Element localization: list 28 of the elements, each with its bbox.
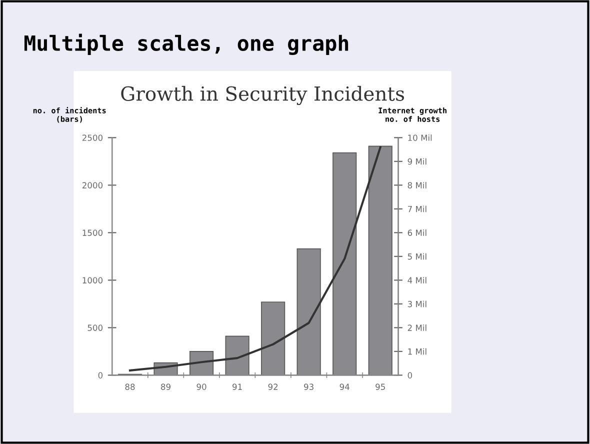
x-tick-label: 88 [125,384,135,390]
y2-tick-label: 4 Mil [408,277,426,284]
y2-tick-label: 8 Mil [408,182,426,188]
y2-tick-label: 10 Mil [408,134,432,141]
x-tick-label: 93 [304,384,314,390]
x-tick-label: 95 [376,384,385,390]
x-tick-label: 94 [340,384,350,390]
y2-tick-label: 5 Mil [408,253,426,260]
y-tick-label: 2500 [82,134,103,141]
x-tick-label: 91 [232,384,242,390]
y-tick-label: 1000 [82,277,103,284]
line-series [128,146,382,372]
x-tick-label: 92 [268,384,278,390]
y2-tick-label: 0 [408,372,412,378]
y2-tick-label: 3 Mil [408,300,426,308]
chart-subtitle: Growth in Security Incidents [121,86,404,106]
x-tick-label: 90 [196,384,206,390]
y-tick-label: 0 [98,372,103,378]
chart-title: Multiple scales, one graph [24,34,348,56]
y-tick-label: 2000 [82,182,103,188]
y2-tick-label: 1 Mil [408,348,426,355]
y2-tick-label: 2 Mil [408,324,426,331]
y2-tick-label: 7 Mil [408,206,426,212]
y-tick-label: 500 [88,324,103,331]
y2-tick-label: 6 Mil [408,229,426,236]
y2-tick-label: 9 Mil [408,158,426,165]
x-tick-label: 89 [161,384,170,390]
y-tick-label: 1500 [82,230,103,236]
